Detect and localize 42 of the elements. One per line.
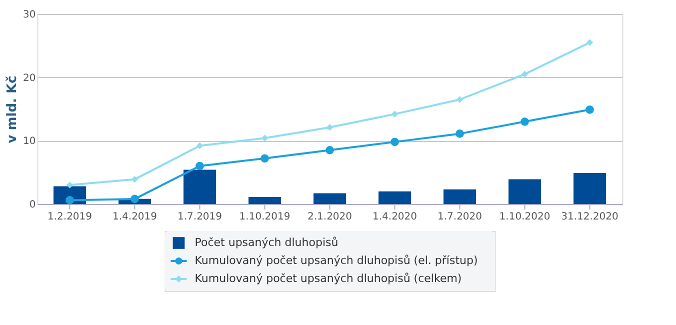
bar bbox=[314, 193, 346, 204]
legend-label: Kumulovaný počet upsaných dluhopisů (el. přístup) bbox=[194, 254, 478, 267]
bar bbox=[444, 189, 476, 204]
x-tick-label: 1.10.2020 bbox=[499, 212, 550, 222]
x-tick-label: 1.10.2019 bbox=[239, 212, 290, 222]
x-tick-label: 1.4.2019 bbox=[112, 212, 158, 222]
point bbox=[391, 110, 398, 118]
x-tick-label: 1.2.2019 bbox=[47, 212, 92, 222]
x-tick-label: 1.7.2020 bbox=[437, 212, 482, 222]
x-tick-label: 1.7.2019 bbox=[177, 212, 222, 222]
y-tick-label: 0 bbox=[29, 200, 36, 210]
point bbox=[521, 70, 528, 78]
bar bbox=[248, 197, 281, 204]
point bbox=[196, 142, 204, 150]
point bbox=[520, 117, 529, 126]
point bbox=[130, 194, 139, 204]
point bbox=[456, 130, 464, 138]
point bbox=[586, 39, 594, 46]
point bbox=[131, 176, 138, 183]
point bbox=[261, 134, 268, 142]
legend-label: Počet upsaných dluhopisů bbox=[194, 236, 338, 249]
y-tick-label: 30 bbox=[23, 10, 36, 20]
y-tick-label: 20 bbox=[23, 72, 36, 84]
bar bbox=[574, 172, 606, 204]
point bbox=[326, 146, 334, 154]
x-tick-label: 31.12.2020 bbox=[561, 212, 618, 222]
point bbox=[326, 124, 334, 131]
point bbox=[260, 154, 269, 163]
point bbox=[456, 96, 464, 103]
point bbox=[66, 196, 74, 204]
bar bbox=[184, 170, 216, 204]
y-tick-label: 10 bbox=[23, 136, 36, 148]
x-tick-label: 1.4.2020 bbox=[372, 212, 418, 222]
point bbox=[66, 182, 74, 188]
x-tick-label: 2.1.2020 bbox=[307, 212, 352, 222]
bar bbox=[508, 179, 541, 204]
legend-label: Kumulovaný počet upsaných dluhopisů (celkem) bbox=[194, 272, 462, 285]
point bbox=[196, 162, 204, 170]
bar bbox=[378, 191, 411, 204]
point bbox=[390, 138, 399, 146]
point bbox=[586, 105, 594, 114]
y-axis-title: v mld. Kč bbox=[5, 76, 20, 144]
